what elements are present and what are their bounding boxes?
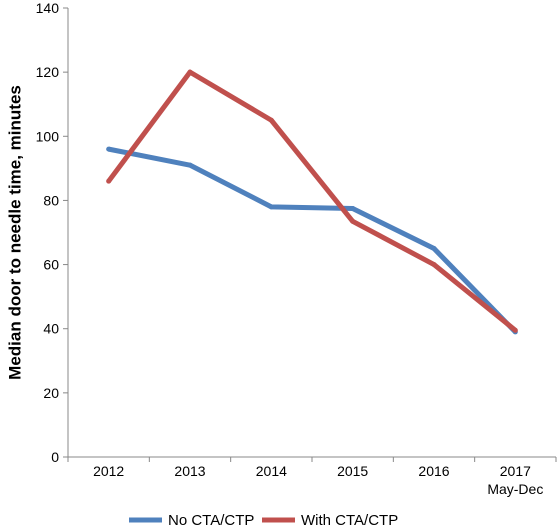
y-ticks: 0 20 40 60 80 100 120 140: [36, 0, 68, 465]
legend-label: With CTA/CTP: [301, 512, 398, 529]
x-tick-label: 2016: [418, 463, 449, 479]
data-point: [431, 246, 437, 252]
axes: [67, 8, 556, 458]
series-line-no-cta-ctp: [108, 146, 518, 334]
data-point: [106, 178, 112, 184]
x-tick-label: 2017: [500, 463, 531, 479]
y-tick-label: 140: [36, 0, 60, 16]
data-point: [350, 205, 356, 211]
data-point: [187, 162, 193, 168]
series-line-with-cta-ctp: [106, 69, 517, 333]
x-ticks: 2012 2013 2014 2015 2016 2017 May-Dec: [67, 457, 557, 497]
y-tick-label: 100: [36, 128, 60, 144]
legend-label: No CTA/CTP: [168, 512, 254, 529]
data-point: [512, 327, 518, 333]
y-tick-label: 40: [43, 321, 59, 337]
data-point: [268, 117, 274, 123]
data-point: [268, 204, 274, 210]
y-tick-label: 80: [43, 192, 59, 208]
series-group: [106, 69, 518, 335]
x-tick-label: 2014: [256, 463, 287, 479]
y-tick-label: 120: [36, 64, 60, 80]
x-tick-label: 2012: [93, 463, 124, 479]
y-tick-label: 60: [43, 257, 59, 273]
y-tick-label: 0: [51, 449, 59, 465]
x-tick-label: 2013: [174, 463, 205, 479]
data-point: [431, 262, 437, 268]
data-point: [187, 69, 193, 75]
y-axis-label: Median door to needle time, minutes: [5, 85, 24, 380]
data-point: [106, 146, 112, 152]
legend: No CTA/CTP With CTA/CTP: [129, 512, 398, 529]
x-tick-label: 2015: [337, 463, 368, 479]
y-tick-label: 20: [43, 385, 59, 401]
x-tick-sublabel: May-Dec: [487, 481, 543, 497]
data-point: [350, 218, 356, 224]
